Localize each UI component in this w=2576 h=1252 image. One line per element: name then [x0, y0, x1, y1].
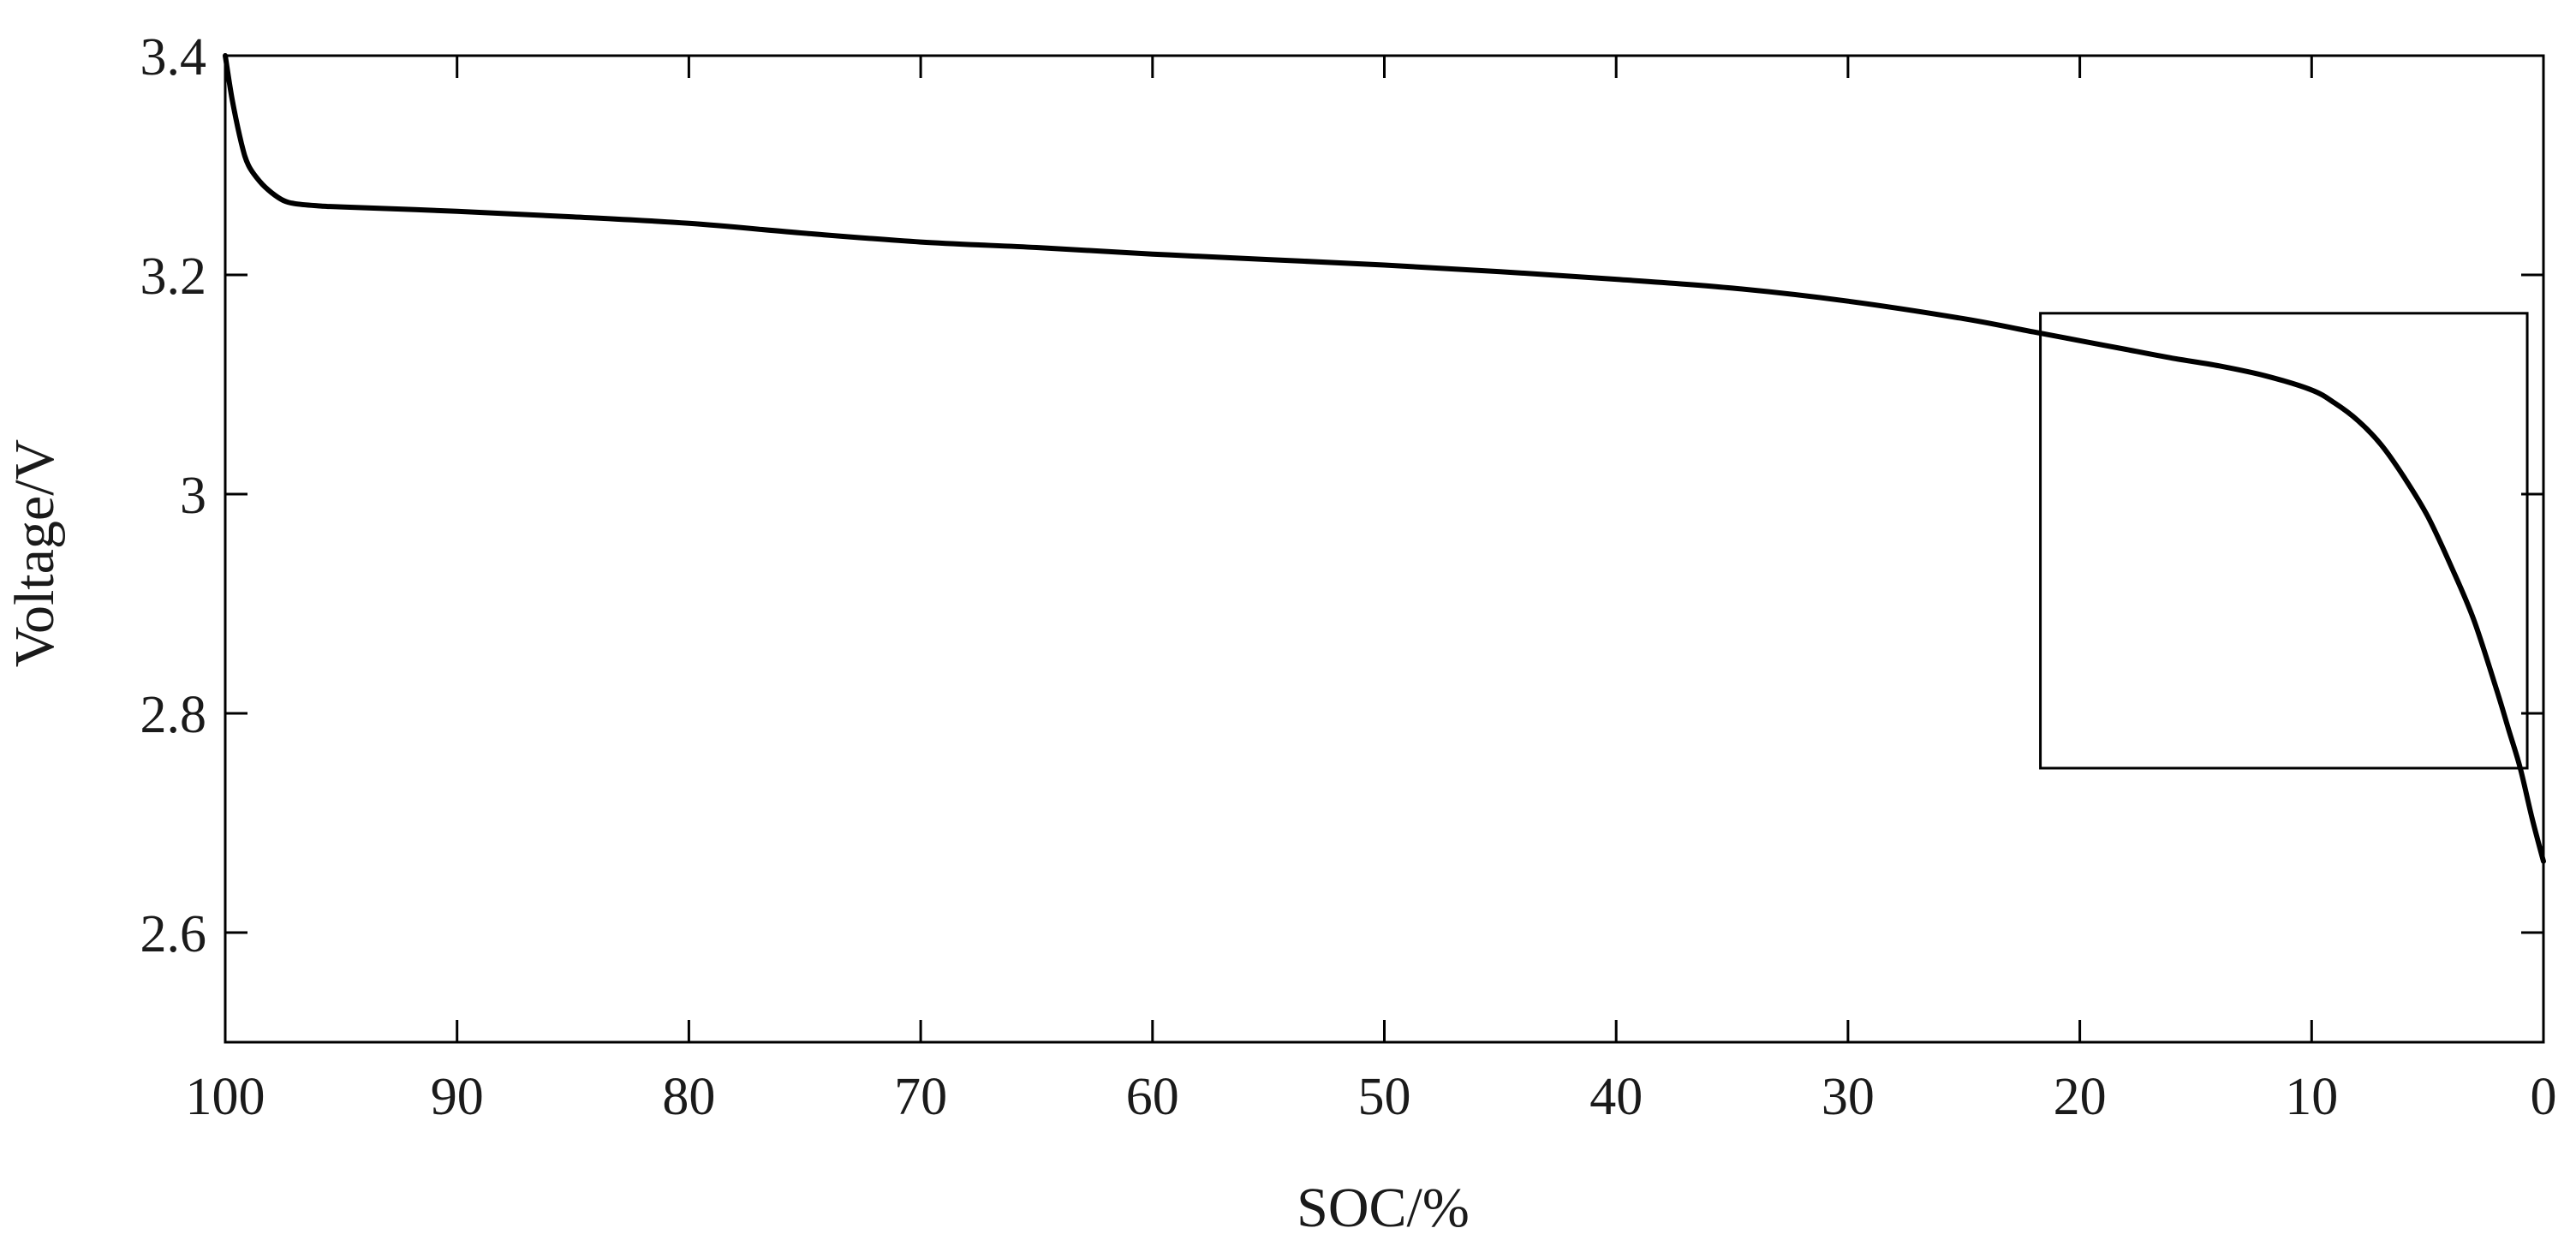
x-tick-label: 90 — [431, 1068, 484, 1126]
axis-ticks — [224, 54, 2545, 1042]
x-tick-label: 40 — [1589, 1068, 1643, 1126]
x-tick-label: 60 — [1126, 1068, 1179, 1126]
y-axis-title: Voltage/V — [3, 439, 66, 667]
tick-labels: 100 90 80 70 60 50 40 30 20 10 02.62.833.23.4 — [140, 28, 2557, 1126]
x-tick-label: 0 — [2531, 1068, 2557, 1126]
x-tick-label: 100 — [186, 1068, 265, 1126]
zoom-region-rectangle — [2039, 312, 2529, 770]
x-tick-label: 30 — [1822, 1068, 1875, 1126]
voltage-curve — [223, 53, 2546, 864]
x-tick-label: 80 — [662, 1068, 715, 1126]
y-tick-label: 3.4 — [140, 28, 207, 86]
y-tick-label: 2.8 — [140, 686, 207, 744]
y-tick-label: 2.6 — [140, 905, 207, 963]
x-tick-label: 20 — [2054, 1068, 2107, 1126]
y-tick-label: 3 — [180, 467, 206, 525]
x-tick-label: 50 — [1358, 1068, 1411, 1126]
plot-marks — [223, 53, 2546, 864]
x-tick-label: 70 — [894, 1068, 947, 1126]
x-axis-title: SOC/% — [1297, 1177, 1470, 1239]
x-tick-label: 10 — [2285, 1068, 2338, 1126]
y-tick-label: 3.2 — [140, 247, 207, 306]
